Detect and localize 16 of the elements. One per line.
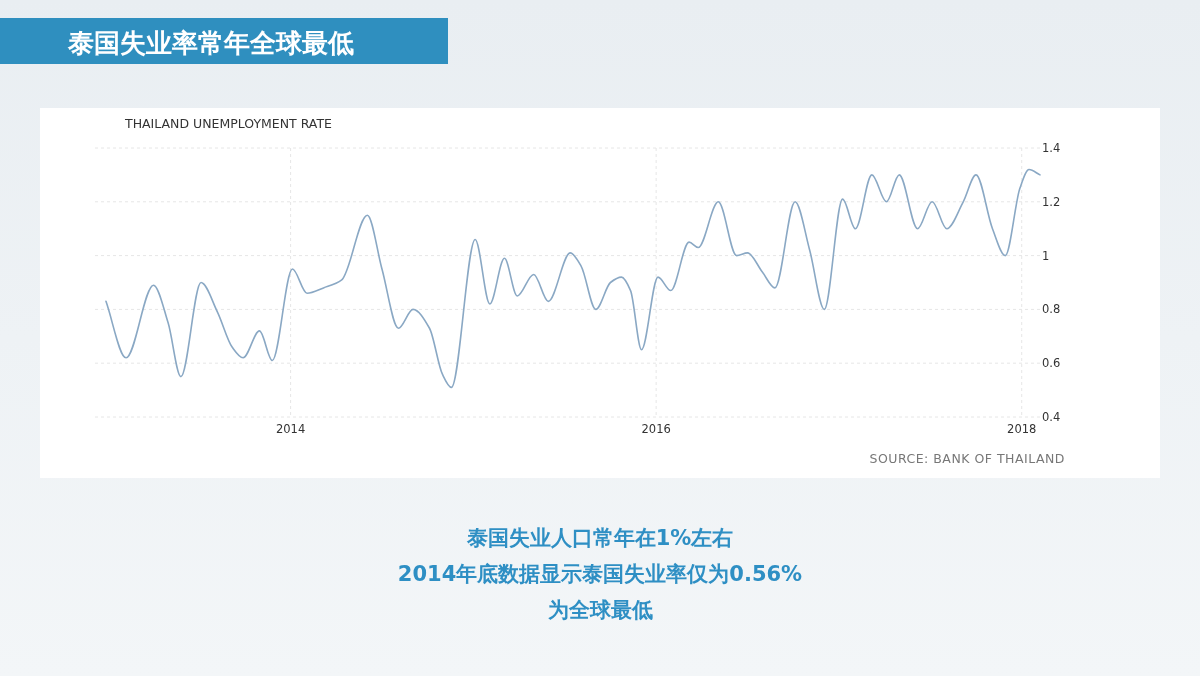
chart-title: 泰国失业率常年全球最低 bbox=[67, 28, 354, 58]
y-tick-label: 0.4 bbox=[1042, 410, 1061, 424]
y-tick-label: 0.8 bbox=[1042, 302, 1061, 317]
x-tick-label: 2014 bbox=[275, 422, 306, 436]
text: 2014年底数据显示泰国失业率仅为0.56% bbox=[397, 562, 803, 586]
y-tick-label: 1.4 bbox=[1042, 141, 1061, 155]
text: 为全球最低 bbox=[547, 598, 653, 622]
y-tick-label: 1 bbox=[1042, 248, 1050, 263]
x-tick-label: 2018 bbox=[1007, 422, 1037, 436]
line-series bbox=[105, 168, 1041, 389]
x-tick-label: 2016 bbox=[641, 422, 671, 436]
y-tick-label: 1.2 bbox=[1042, 194, 1061, 209]
chart-subtitle: THAILAND UNEMPLOYMENT RATE bbox=[124, 116, 333, 131]
source-note: SOURCE: BANK OF THAILAND bbox=[869, 451, 1065, 466]
text: 泰国失业人口常年在1%左右 bbox=[465, 526, 734, 550]
y-tick-label: 0.6 bbox=[1042, 356, 1061, 371]
